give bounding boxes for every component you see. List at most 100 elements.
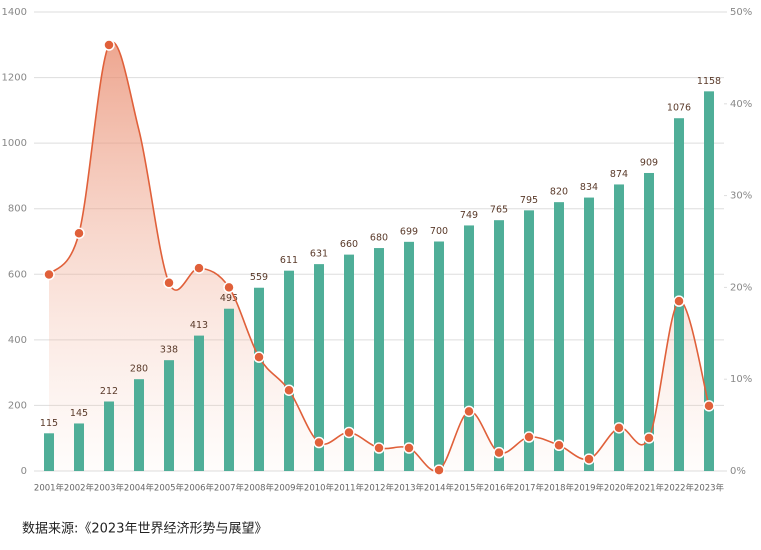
line-point	[463, 405, 475, 418]
x-tick-label: 2020年	[604, 483, 635, 494]
value-label: 874	[610, 169, 628, 180]
x-tick-label: 2021年	[634, 483, 665, 494]
bar	[284, 270, 294, 471]
bar	[674, 118, 684, 472]
line-point	[43, 268, 55, 281]
line-point	[673, 295, 685, 307]
x-tick-label: 2016年	[484, 483, 515, 494]
value-label: 280	[130, 364, 148, 375]
bar	[494, 220, 504, 471]
value-label: 338	[160, 345, 178, 356]
y-tick-label: 1400	[2, 7, 27, 18]
line-point	[223, 281, 235, 294]
value-label: 145	[70, 408, 88, 419]
y-tick-label: 1200	[2, 73, 27, 84]
y2-tick-label: 20%	[730, 282, 752, 293]
bar	[404, 241, 414, 471]
x-tick-label: 2014年	[424, 483, 455, 494]
bar	[554, 202, 564, 471]
value-label: 765	[490, 205, 508, 216]
bar	[434, 241, 444, 471]
value-label: 212	[100, 386, 118, 397]
x-tick-label: 2018年	[544, 483, 575, 494]
bar	[314, 264, 324, 471]
bar	[254, 287, 264, 471]
line-point	[283, 384, 295, 396]
line-point	[103, 39, 115, 51]
y2-tick-label: 10%	[730, 374, 752, 385]
bar	[44, 433, 54, 471]
value-label: 820	[550, 187, 568, 198]
line-point	[73, 227, 85, 239]
x-tick-label: 2012年	[364, 483, 395, 494]
bar	[644, 172, 654, 472]
value-label: 559	[250, 272, 268, 283]
bar	[74, 423, 84, 471]
value-label: 749	[460, 210, 478, 221]
x-tick-label: 2006年	[184, 483, 215, 494]
line-point	[433, 464, 445, 476]
x-tick-label: 2011年	[334, 483, 365, 494]
x-tick-label: 2001年	[34, 483, 65, 494]
x-tick-label: 2007年	[214, 483, 245, 494]
value-label: 909	[640, 157, 658, 168]
value-label: 413	[190, 320, 208, 331]
x-tick-label: 2013年	[394, 483, 425, 494]
y-tick-label: 600	[8, 269, 27, 280]
y2-tick-label: 0%	[730, 466, 746, 477]
y-tick-label: 1000	[2, 138, 27, 149]
y-tick-label: 800	[8, 204, 27, 215]
x-tick-label: 2022年	[664, 483, 695, 494]
y-tick-label: 400	[8, 335, 27, 346]
bar	[374, 248, 384, 471]
line-point	[553, 439, 565, 452]
line-point	[403, 442, 415, 454]
value-label: 1158	[697, 76, 721, 87]
x-tick-label: 2004年	[124, 483, 155, 494]
x-tick-label: 2015年	[454, 483, 485, 494]
x-tick-label: 2003年	[94, 483, 125, 494]
y-tick-label: 0	[21, 466, 27, 477]
y-tick-label: 200	[8, 400, 27, 411]
x-tick-label: 2023年	[694, 483, 725, 494]
x-tick-label: 2010年	[304, 483, 335, 494]
area	[49, 42, 709, 472]
bar	[584, 197, 594, 471]
value-label: 680	[370, 233, 388, 244]
value-label: 611	[280, 255, 298, 266]
bar	[164, 360, 174, 471]
source: 数据来源:《2023年世界经济形势与展望》	[22, 521, 267, 537]
line-point	[253, 351, 265, 363]
x-tick-label: 2005年	[154, 483, 185, 494]
bar	[704, 91, 714, 471]
value-label: 1076	[667, 103, 691, 114]
bar	[614, 184, 624, 471]
x-tick-label: 2008年	[244, 483, 275, 494]
x-tick-label: 2002年	[64, 483, 95, 494]
bar	[194, 335, 204, 471]
line-point	[613, 422, 625, 434]
bar	[224, 308, 234, 471]
x-tick-label: 2017年	[514, 483, 545, 494]
bar	[104, 401, 114, 471]
y2-tick-label: 40%	[730, 99, 752, 110]
line-point	[703, 400, 715, 412]
bar	[344, 254, 354, 471]
value-label: 660	[340, 239, 358, 250]
bar	[464, 225, 474, 471]
line-point	[193, 262, 205, 274]
value-label: 700	[430, 226, 448, 237]
line-point	[643, 432, 655, 444]
x-tick-label: 2009年	[274, 483, 305, 494]
y2-tick-label: 30%	[730, 191, 752, 202]
line-point	[313, 436, 325, 449]
value-label: 795	[520, 195, 538, 206]
line-point	[343, 426, 355, 439]
line-point	[583, 453, 595, 465]
value-label: 834	[580, 182, 598, 193]
bar	[134, 379, 144, 471]
value-label: 699	[400, 226, 418, 237]
line-point	[523, 431, 535, 443]
y2-tick-label: 50%	[730, 7, 752, 18]
